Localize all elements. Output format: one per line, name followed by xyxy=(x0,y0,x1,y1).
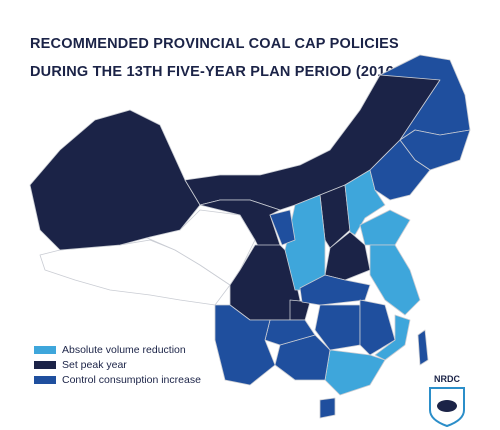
province xyxy=(324,349,386,396)
province xyxy=(29,109,201,251)
province xyxy=(214,304,276,386)
province xyxy=(144,209,256,286)
province xyxy=(199,199,281,251)
province xyxy=(417,329,429,366)
province xyxy=(369,139,431,201)
province xyxy=(369,244,421,316)
legend-swatch xyxy=(34,346,56,354)
province xyxy=(319,397,336,419)
legend-label: Control consumption increase xyxy=(62,374,201,386)
legend-label: Absolute volume reduction xyxy=(62,344,186,356)
title-line: DURING THE 13TH FIVE-YEAR PLAN PERIOD (2… xyxy=(30,64,437,80)
legend-label: Set peak year xyxy=(62,359,127,371)
province xyxy=(314,304,361,351)
province xyxy=(359,209,411,246)
province xyxy=(359,299,396,356)
logo: NRDC xyxy=(429,374,465,428)
legend: Absolute volume reduction Set peak year Co… xyxy=(34,344,201,386)
legend-swatch xyxy=(34,376,56,384)
province xyxy=(299,274,371,306)
china-map xyxy=(29,54,471,419)
logo-bear xyxy=(437,400,457,412)
province xyxy=(39,239,231,306)
legend-swatch xyxy=(34,361,56,369)
logo-text: NRDC xyxy=(434,374,460,384)
title-line: RECOMMENDED PROVINCIAL COAL CAP POLICIES xyxy=(30,36,399,52)
province xyxy=(269,209,296,246)
